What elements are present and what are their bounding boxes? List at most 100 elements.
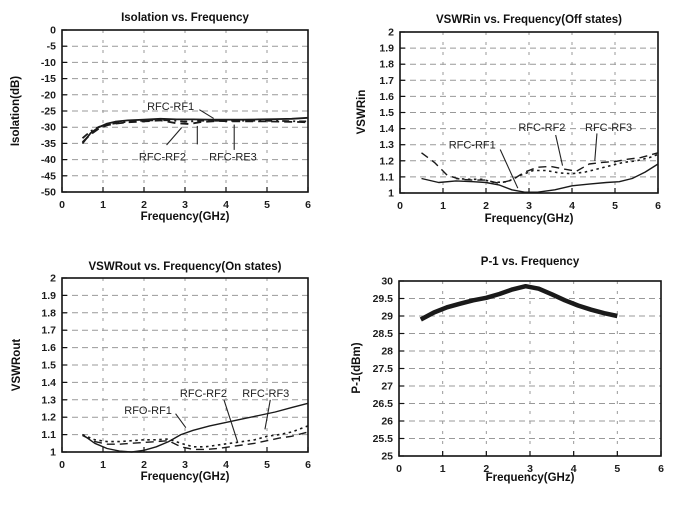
y-tick-label: 26.5	[373, 398, 394, 410]
y-tick-label: -25	[41, 106, 56, 118]
chart-isolation: RFC-RF1 RFC-RF2 RFC-RE3 0 1 2 3 4 5 6 0 -5 -10 -15 -20…	[0, 0, 349, 235]
y-tick-label: 1.8	[379, 59, 394, 71]
series-label: RFO-RF1	[124, 405, 172, 417]
x-tick-label: 3	[182, 459, 188, 471]
chart-title: Isolation vs. Frequency	[121, 12, 249, 24]
y-tick-label: 25	[381, 451, 393, 463]
y-axis-title: VSWRout	[11, 338, 23, 392]
annotation-leader	[555, 134, 564, 166]
annotation-leader	[594, 133, 598, 161]
series-RFC-RF1	[81, 116, 309, 144]
series-label: RFC-RF2	[139, 151, 186, 163]
series-RFC-RE3	[81, 119, 308, 139]
y-tick-label: 1.4	[379, 123, 394, 135]
x-tick-label: 0	[59, 459, 65, 471]
x-tick-label: 2	[141, 199, 147, 211]
y-tick-label: 1.5	[379, 107, 394, 119]
series-label: RFC-RF3	[242, 388, 289, 400]
x-tick-label: 0	[396, 463, 402, 475]
y-tick-label: 1	[50, 447, 56, 459]
x-tick-label: 6	[655, 200, 661, 212]
chart-title: P-1 vs. Frequency	[480, 256, 580, 268]
y-tick-label: 27	[381, 381, 393, 393]
y-tick-label: 27.5	[373, 363, 394, 375]
x-tick-label: 1	[440, 200, 446, 212]
x-tick-label: 5	[614, 463, 620, 475]
y-tick-label: 26	[381, 416, 393, 428]
x-tick-label: 5	[264, 199, 270, 211]
y-tick-label: 2	[50, 273, 56, 285]
x-tick-label: 4	[223, 199, 229, 211]
y-tick-label: 1.2	[41, 412, 56, 424]
x-tick-label: 5	[612, 200, 618, 212]
y-tick-label: -30	[41, 122, 56, 134]
x-tick-label: 0	[397, 200, 403, 212]
x-tick-label: 6	[305, 199, 311, 211]
series-RFC-RF3	[421, 152, 659, 185]
series-P-1	[419, 283, 618, 322]
y-tick-label: 1.6	[379, 91, 394, 103]
series-RFC-RF2	[455, 153, 659, 184]
y-tick-label: 28.5	[373, 328, 394, 340]
x-tick-label: 1	[100, 199, 106, 211]
annotation-leader	[175, 413, 187, 428]
y-tick-label: -10	[41, 57, 56, 69]
x-tick-label: 2	[141, 459, 147, 471]
x-axis-title: Frequency(GHz)	[485, 472, 575, 484]
y-tick-label: 1.8	[41, 307, 56, 319]
y-tick-label: 25.5	[373, 433, 394, 445]
y-axis-title: Isolation(dB)	[10, 75, 22, 147]
y-tick-label: 1.2	[379, 155, 394, 167]
y-tick-label: -50	[41, 187, 56, 199]
series-label: RFC-RF3	[585, 122, 632, 134]
y-tick-label: 29.5	[373, 293, 394, 305]
y-tick-label: 1.7	[41, 325, 56, 337]
annotation-leader	[166, 127, 183, 146]
x-tick-label: 1	[440, 463, 446, 475]
x-tick-label: 3	[527, 463, 533, 475]
y-tick-label: 28	[381, 346, 393, 358]
y-tick-label: 1.9	[379, 43, 394, 55]
series-RFC-RF2	[81, 119, 309, 143]
y-tick-label: 1	[388, 188, 394, 200]
x-tick-label: 1	[100, 459, 106, 471]
annotation-leader	[264, 399, 271, 430]
y-tick-label: 0	[50, 25, 56, 37]
x-tick-label: 2	[483, 200, 489, 212]
x-axis-title: Frequency(GHz)	[140, 211, 230, 223]
annotation-leader	[223, 399, 239, 442]
chart-title: VSWRout vs. Frequency(On states)	[88, 261, 282, 273]
y-tick-label: 1.9	[41, 290, 56, 302]
annotation-leader	[199, 109, 214, 119]
x-tick-label: 2	[483, 463, 489, 475]
y-tick-label: -45	[41, 170, 56, 182]
x-tick-label: 6	[305, 459, 311, 471]
x-tick-label: 4	[569, 200, 575, 212]
y-tick-label: 1.3	[41, 394, 56, 406]
chart-p1: 0 1 2 3 4 5 6 30 29.5 29 28.5 28 27.5 27 26.5 26 25.5 25 …	[349, 240, 699, 514]
x-tick-label: 4	[223, 459, 229, 471]
y-axis-title: P-1(dBm)	[351, 342, 363, 394]
chart-vswrout-on: RFO-RF1 RFC-RF2 RFC-RF3 0 1 2 3 4 5 6 2 1.9 1.8 1.7 1.…	[0, 240, 349, 514]
x-tick-label: 3	[182, 199, 188, 211]
x-tick-label: 5	[264, 459, 270, 471]
series-RFC-RF3	[82, 425, 309, 448]
series-label: RFC-RF2	[180, 388, 227, 400]
series-RFC-RF1	[421, 163, 659, 193]
y-tick-label: 1.4	[41, 377, 56, 389]
series-label: RFC-RF1	[147, 101, 194, 113]
annotation-leader	[499, 149, 519, 189]
plot-area-isolation: RFC-RF1 RFC-RF2 RFC-RE3 0 1 2 3 4 5 6 0 -5 -10 -15 -20…	[41, 25, 311, 212]
y-tick-label: 29	[381, 311, 393, 323]
series-label: RFC-RF2	[518, 122, 565, 134]
series-label: RFC-RE3	[209, 151, 257, 163]
y-tick-label: 1.5	[41, 360, 56, 372]
y-tick-label: 2	[388, 27, 394, 39]
y-tick-label: 1.6	[41, 342, 56, 354]
y-tick-label: 1.3	[379, 139, 394, 151]
x-tick-label: 4	[571, 463, 577, 475]
y-tick-label: -5	[47, 41, 56, 53]
